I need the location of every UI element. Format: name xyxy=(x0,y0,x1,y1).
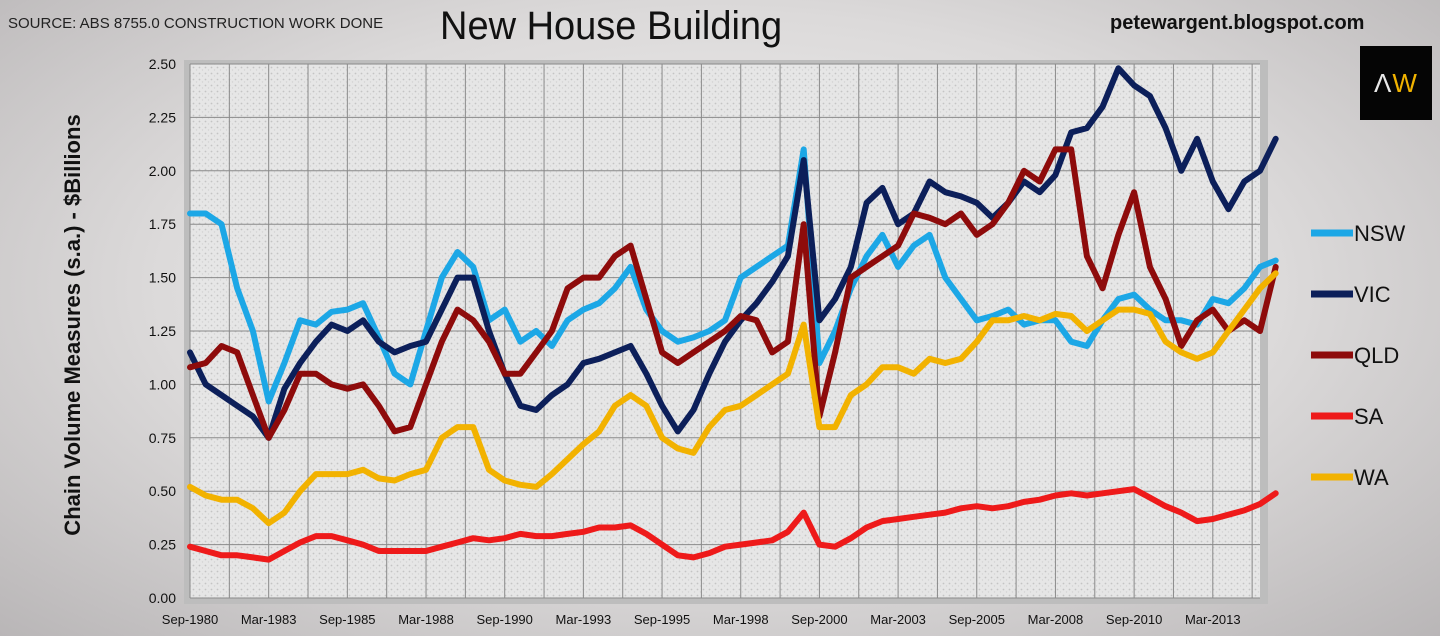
series-lines xyxy=(187,65,1279,563)
y-tick-label: 1.25 xyxy=(149,323,176,339)
y-tick-label: 2.50 xyxy=(149,56,176,72)
y-tick-label: 0.75 xyxy=(149,430,176,446)
x-tick-label: Mar-1993 xyxy=(556,612,612,627)
y-tick-label: 2.00 xyxy=(149,163,176,179)
y-tick-label: 1.50 xyxy=(149,270,176,286)
y-axis-label: Chain Volume Measures (s.a.) - $Billions xyxy=(60,114,85,535)
legend-label-wa: WA xyxy=(1354,465,1389,490)
series-line-vic xyxy=(187,65,1279,441)
x-tick-label: Sep-1985 xyxy=(319,612,375,627)
x-tick-label: Mar-2013 xyxy=(1185,612,1241,627)
gridlines xyxy=(189,63,1260,599)
blog-url: petewargent.blogspot.com xyxy=(1110,12,1365,34)
aw-logo: ΛW xyxy=(1360,46,1432,120)
x-tick-label: Mar-1983 xyxy=(241,612,297,627)
title-text: New House Building xyxy=(440,4,783,48)
x-tick-label: Mar-1988 xyxy=(398,612,454,627)
x-tick-label: Sep-2005 xyxy=(949,612,1005,627)
series-line-wa xyxy=(187,270,1279,527)
y-tick-label: 1.75 xyxy=(149,216,176,232)
source-note: SOURCE: ABS 8755.0 CONSTRUCTION WORK DON… xyxy=(8,15,384,32)
x-tick-label: Mar-2003 xyxy=(870,612,926,627)
y-tick-labels: 0.00 0.25 0.50 0.75 1.00 1.25 1.50 1.75 2.00 2.25… xyxy=(149,56,176,606)
series-line-nsw xyxy=(187,146,1279,405)
x-tick-label: Sep-1980 xyxy=(162,612,218,627)
x-tick-label: Sep-2010 xyxy=(1106,612,1162,627)
x-tick-label: Sep-1995 xyxy=(634,612,690,627)
y-tick-label: 0.00 xyxy=(149,590,176,606)
series-line-sa xyxy=(187,486,1279,563)
y-tick-label: 1.00 xyxy=(149,376,176,392)
x-tick-label: Mar-1998 xyxy=(713,612,769,627)
page-title: New House Building xyxy=(440,4,980,49)
legend: NSW VIC QLD SA WA xyxy=(1311,221,1406,490)
x-tick-label: Sep-2000 xyxy=(791,612,847,627)
series-line-qld xyxy=(187,146,1279,441)
y-tick-label: 0.25 xyxy=(149,537,176,553)
legend-label-sa: SA xyxy=(1354,404,1384,429)
y-tick-label: 2.25 xyxy=(149,109,176,125)
x-tick-labels: Sep-1980 Mar-1983 Sep-1985 Mar-1988 Sep-1990… xyxy=(162,612,1241,627)
y-tick-label: 0.50 xyxy=(149,483,176,499)
legend-label-vic: VIC xyxy=(1354,282,1391,307)
legend-label-nsw: NSW xyxy=(1354,221,1406,246)
legend-label-qld: QLD xyxy=(1354,343,1399,368)
x-tick-label: Mar-2008 xyxy=(1028,612,1084,627)
logo-mark: ΛW xyxy=(1374,67,1418,98)
x-tick-label: Sep-1990 xyxy=(477,612,533,627)
